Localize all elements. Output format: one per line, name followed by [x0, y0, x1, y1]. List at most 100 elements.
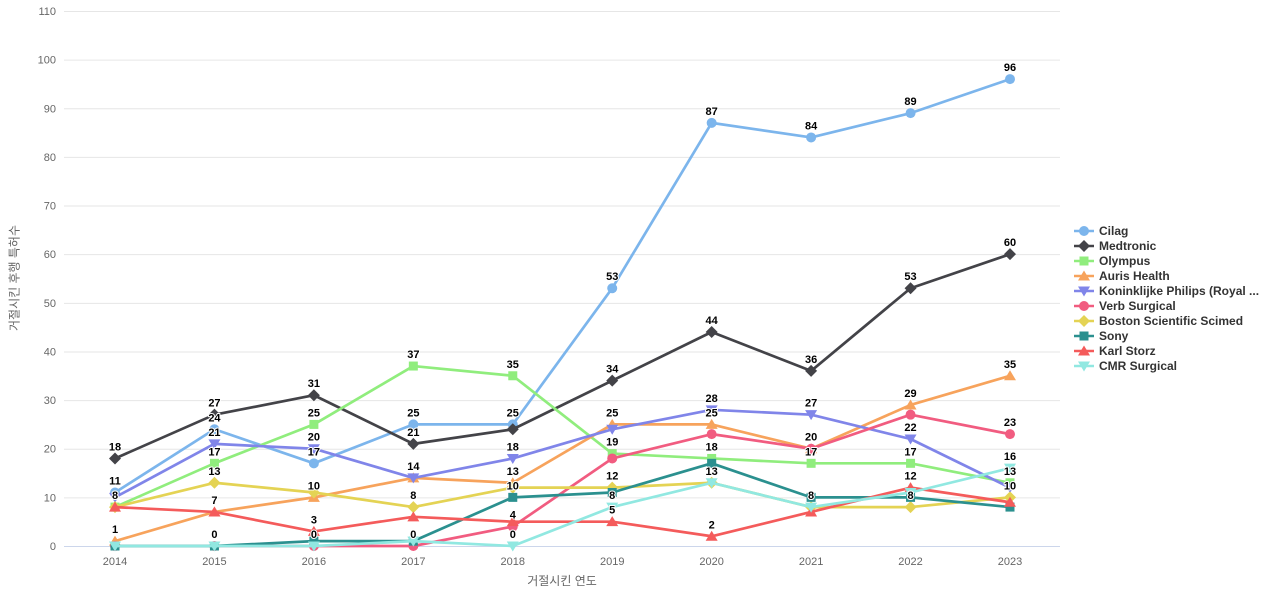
data-point-verb-surgical	[607, 453, 618, 464]
data-label: 20	[308, 432, 320, 444]
data-point-cilag	[209, 424, 220, 435]
x-axis-tick-label: 2021	[799, 556, 823, 568]
data-point-cmr-surgical	[307, 541, 320, 552]
series-sony	[110, 458, 1015, 551]
data-label: 84	[805, 120, 818, 132]
boston-scientific-scimed-legend-marker	[1074, 314, 1094, 327]
data-label: 8	[410, 490, 416, 502]
data-point-cmr-surgical	[606, 502, 619, 513]
y-axis-tick-label: 110	[38, 6, 56, 18]
data-point-sony	[607, 488, 617, 497]
legend-item-verb-surgical[interactable]: Verb Surgical	[1074, 298, 1259, 313]
data-point-boston-scientific-scimed	[307, 486, 320, 499]
data-point-cmr-surgical	[208, 541, 221, 552]
data-label: 2	[709, 519, 715, 531]
y-axis-tick-label: 100	[38, 55, 56, 67]
data-point-sony	[707, 458, 717, 468]
legend-item-cmr-surgical[interactable]: CMR Surgical	[1074, 358, 1259, 373]
legend-item-boston-scientific-scimed[interactable]: Boston Scientific Scimed	[1074, 313, 1259, 328]
data-label: 53	[904, 271, 916, 283]
data-point-sony	[806, 492, 816, 502]
data-point-koninklijke-philips-royal	[506, 453, 519, 464]
data-point-olympus	[806, 458, 816, 468]
data-point-olympus	[1005, 478, 1015, 488]
legend: Cilag Medtronic Olympus Auris Health Koninkl…	[1074, 223, 1259, 373]
y-axis-tick-label: 40	[44, 346, 56, 358]
data-point-medtronic	[407, 437, 420, 450]
legend-item-koninklijke-philips-royal[interactable]: Koninklijke Philips (Royal ...	[1074, 283, 1259, 298]
legend-item-olympus[interactable]: Olympus	[1074, 253, 1259, 268]
data-label: 18	[507, 441, 519, 453]
data-point-karl-storz	[1003, 496, 1016, 507]
data-point-karl-storz	[506, 516, 519, 527]
data-label: 16	[1004, 451, 1016, 463]
data-label: 0	[510, 529, 516, 541]
series-cmr-surgical	[109, 463, 1016, 552]
data-label: 1	[112, 524, 118, 536]
data-point-olympus	[707, 453, 717, 463]
series-koninklijke-philips-royal	[109, 405, 1016, 503]
legend-item-cilag[interactable]: Cilag	[1074, 223, 1259, 238]
series-auris-health	[109, 370, 1016, 546]
data-point-medtronic	[805, 364, 818, 377]
data-label: 13	[208, 466, 220, 478]
legend-item-karl-storz[interactable]: Karl Storz	[1074, 343, 1259, 358]
data-label: 13	[507, 466, 519, 478]
data-point-medtronic	[904, 282, 917, 295]
data-label: 89	[904, 96, 916, 108]
data-point-sony	[309, 536, 319, 546]
data-point-verb-surgical	[806, 443, 817, 454]
data-label: 12	[904, 471, 916, 483]
data-point-cmr-surgical	[805, 502, 818, 513]
data-label: 17	[308, 446, 320, 458]
data-label: 21	[208, 427, 220, 439]
data-point-cmr-surgical	[407, 536, 420, 547]
data-label: 35	[507, 359, 519, 371]
x-axis-title: 거절시킨 연도	[527, 574, 597, 588]
data-label: 29	[904, 388, 916, 400]
olympus-legend-marker	[1074, 256, 1094, 265]
data-label: 21	[407, 427, 419, 439]
legend-item-label: Karl Storz	[1099, 343, 1156, 358]
legend-item-auris-health[interactable]: Auris Health	[1074, 268, 1259, 283]
data-point-cilag	[706, 117, 717, 128]
cilag-legend-marker	[1074, 225, 1094, 236]
data-point-boston-scientific-scimed	[407, 501, 420, 514]
data-point-medtronic	[506, 423, 519, 436]
data-label: 10	[1004, 480, 1016, 492]
data-point-olympus	[209, 458, 219, 468]
data-label: 8	[808, 490, 814, 502]
legend-item-label: CMR Surgical	[1099, 358, 1178, 373]
data-label: 18	[706, 441, 718, 453]
auris-health-legend-marker	[1074, 270, 1094, 280]
data-label: 13	[1004, 466, 1016, 478]
data-point-verb-surgical	[905, 409, 916, 420]
data-label: 11	[109, 476, 121, 488]
data-label: 17	[208, 446, 220, 458]
data-point-karl-storz	[705, 530, 718, 541]
data-label: 87	[706, 106, 718, 118]
data-point-cmr-surgical	[904, 488, 917, 498]
data-label: 12	[606, 471, 618, 483]
data-point-verb-surgical	[706, 429, 717, 440]
data-point-olympus	[408, 361, 418, 371]
series-cilag	[110, 74, 1015, 498]
data-point-medtronic	[109, 452, 121, 465]
data-label: 10	[308, 480, 320, 492]
legend-item-sony[interactable]: Sony	[1074, 328, 1259, 343]
data-label: 18	[109, 441, 121, 453]
data-point-cilag	[905, 108, 916, 119]
data-point-auris-health	[904, 399, 917, 410]
y-axis-tick-label: 10	[44, 492, 56, 504]
data-label: 13	[706, 466, 718, 478]
data-label: 8	[112, 490, 118, 502]
legend-item-medtronic[interactable]: Medtronic	[1074, 238, 1259, 253]
y-axis-tick-label: 50	[44, 298, 56, 310]
legend-item-label: Boston Scientific Scimed	[1099, 313, 1244, 328]
data-point-boston-scientific-scimed	[904, 501, 917, 514]
legend-item-label: Verb Surgical	[1099, 298, 1176, 313]
legend-item-label: Medtronic	[1099, 238, 1157, 253]
data-point-karl-storz	[407, 511, 420, 522]
data-point-cilag	[408, 419, 419, 430]
